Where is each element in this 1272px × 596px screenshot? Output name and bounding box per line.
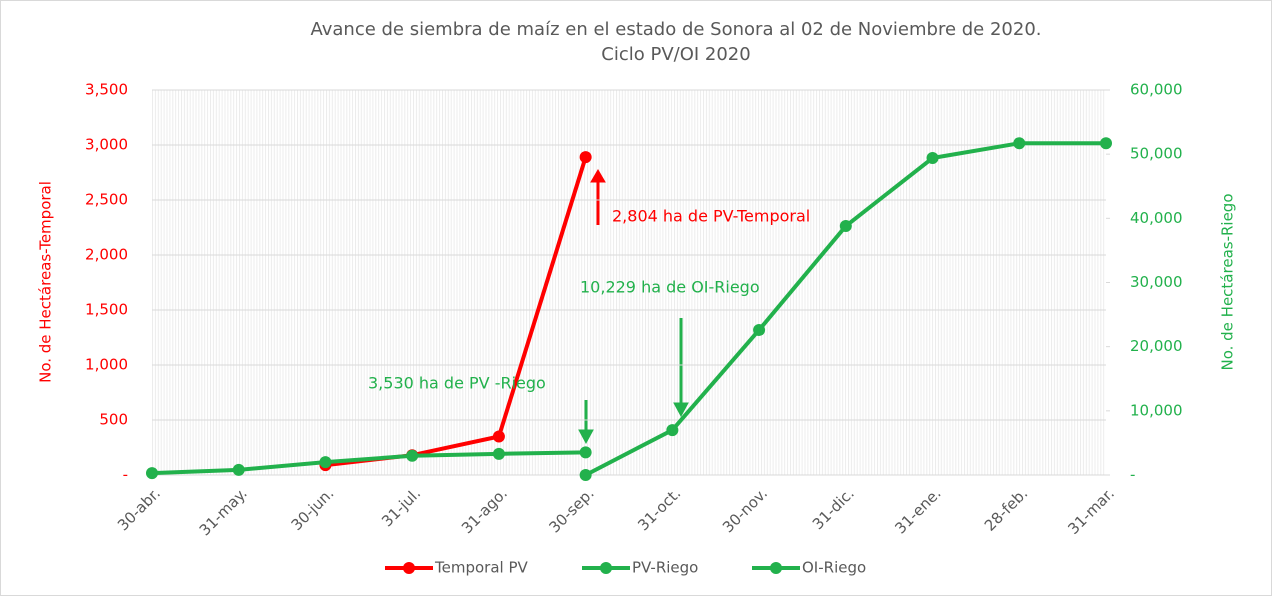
legend-label: Temporal PV [434, 559, 528, 577]
y2-axis-label: No. de Hectáreas-Riego [1219, 193, 1237, 370]
y2-tick-label: 10,000 [1130, 401, 1183, 419]
y-tick-label: - [123, 466, 128, 484]
y-tick-label: 1,500 [85, 301, 128, 319]
data-point [579, 151, 592, 164]
legend-marker [770, 562, 782, 574]
chart-title: Avance de siembra de maíz en el estado d… [310, 19, 1041, 40]
data-point [492, 447, 505, 460]
y2-tick-label: 60,000 [1130, 81, 1183, 99]
data-point [753, 323, 766, 336]
y-tick-label: 2,500 [85, 191, 128, 209]
legend-marker [403, 562, 415, 574]
data-point [1100, 137, 1112, 150]
series-line [151, 450, 586, 476]
data-point [1013, 137, 1026, 150]
data-point [319, 456, 332, 469]
data-point [579, 446, 592, 459]
y2-tick-label: 50,000 [1130, 145, 1183, 163]
legend-item: Temporal PV [385, 559, 528, 577]
y2-tick-label: - [1130, 466, 1135, 484]
legend-item: PV-Riego [582, 559, 698, 577]
data-point [839, 220, 852, 233]
legend-item: OI-Riego [752, 559, 866, 577]
y-tick-label: 3,500 [85, 81, 128, 99]
y-axis-label: No. de Hectáreas-Temporal [37, 181, 55, 383]
y2-tick-label: 30,000 [1130, 273, 1183, 291]
data-point [406, 449, 419, 462]
data-point [492, 430, 505, 443]
annotation: 10,229 ha de OI-Riego [580, 278, 760, 297]
legend-label: OI-Riego [802, 559, 866, 577]
data-point [666, 424, 679, 437]
legend-marker [600, 562, 612, 574]
annotation: 2,804 ha de PV-Temporal [612, 207, 810, 226]
data-point [926, 152, 939, 165]
annotation: 3,530 ha de PV -Riego [368, 374, 546, 393]
data-point [232, 463, 245, 476]
data-point [146, 467, 158, 480]
data-point [579, 469, 592, 481]
y-tick-label: 500 [99, 411, 128, 429]
y2-tick-label: 20,000 [1130, 337, 1183, 355]
annotation-arrows [578, 169, 689, 445]
legend-label: PV-Riego [632, 559, 698, 577]
y-tick-label: 2,000 [85, 246, 128, 264]
y2-tick-label: 40,000 [1130, 209, 1183, 227]
chart-subtitle: Ciclo PV/OI 2020 [601, 44, 750, 65]
y-tick-label: 3,000 [85, 136, 128, 154]
y-tick-label: 1,000 [85, 356, 128, 374]
